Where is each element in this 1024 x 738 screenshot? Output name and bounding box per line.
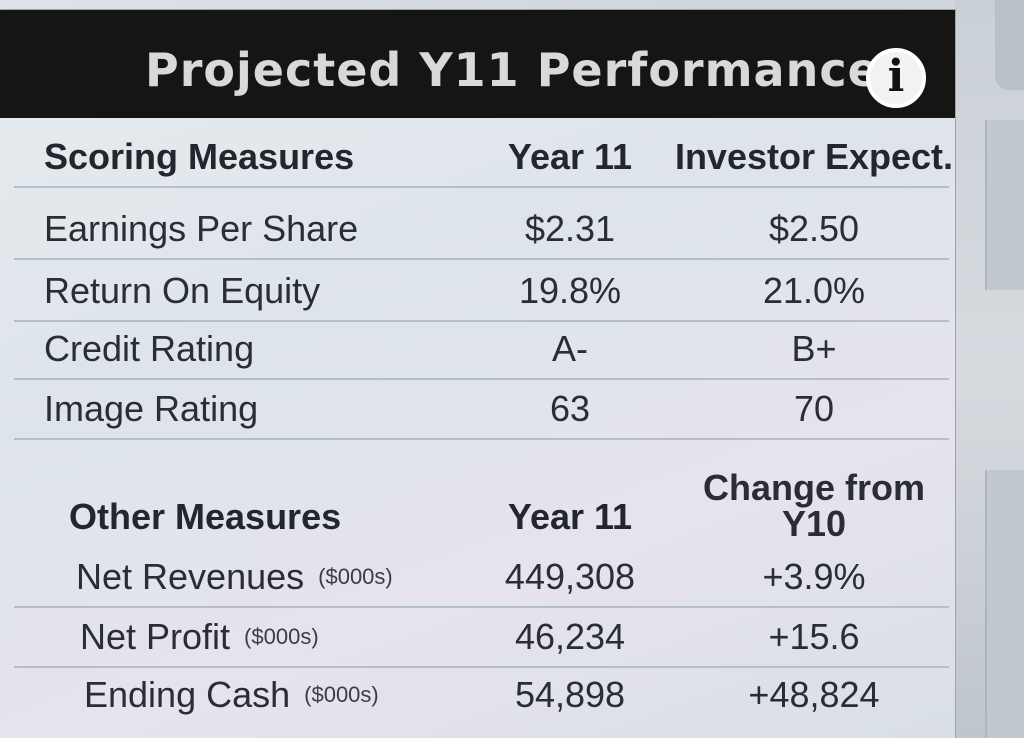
performance-panel xyxy=(0,10,955,738)
side-tab[interactable] xyxy=(995,0,1024,90)
table-row: Net Revenues ($000s) 449,308 +3.9% xyxy=(14,548,949,608)
year-value: 46,234 xyxy=(514,616,626,657)
table-row: Earnings Per Share $2.31 $2.50 xyxy=(14,200,949,260)
unit-label: ($000s) xyxy=(304,682,379,707)
change-heading-line2: Y10 xyxy=(781,503,847,544)
unit-label: ($000s) xyxy=(318,564,393,589)
measure-label: Ending Cash ($000s) xyxy=(84,666,379,724)
year-column-heading: Year 11 xyxy=(507,496,633,537)
measure-label: Earnings Per Share xyxy=(44,208,359,249)
info-icon: ⅰ xyxy=(887,51,905,102)
expect-value: $2.50 xyxy=(768,208,860,249)
table-row: Ending Cash ($000s) 54,898 +48,824 xyxy=(14,666,949,724)
year-value: 54,898 xyxy=(514,674,626,715)
other-measures-heading: Other Measures xyxy=(69,496,342,537)
measure-name: Net Revenues xyxy=(76,556,305,597)
scoring-measures-heading: Scoring Measures xyxy=(44,136,355,177)
change-column-heading: Change from Y10 xyxy=(664,468,964,544)
year-value: 19.8% xyxy=(518,270,622,311)
side-panel-edge xyxy=(985,120,1024,290)
measure-label: Credit Rating xyxy=(44,328,255,369)
table-row: Image Rating 63 70 xyxy=(14,380,949,440)
change-value: +3.9% xyxy=(762,556,866,597)
expect-value: 21.0% xyxy=(762,270,866,311)
unit-label: ($000s) xyxy=(244,624,319,649)
side-panel-edge xyxy=(985,470,1024,738)
measure-name: Ending Cash xyxy=(84,674,291,715)
change-heading-line1: Change from xyxy=(702,467,925,508)
measure-label: Image Rating xyxy=(44,388,259,429)
other-header-row: Other Measures Year 11 Change from Y10 xyxy=(14,468,949,554)
change-value: +48,824 xyxy=(748,674,880,715)
table-row: Credit Rating A- B+ xyxy=(14,320,949,380)
year-value: A- xyxy=(552,328,588,369)
year-value: 63 xyxy=(549,388,591,429)
measure-label: Net Revenues ($000s) xyxy=(76,548,393,606)
measure-label: Return On Equity xyxy=(44,270,321,311)
expect-value: B+ xyxy=(791,328,837,369)
info-button[interactable]: ⅰ xyxy=(866,48,926,108)
measure-label: Net Profit ($000s) xyxy=(80,608,319,666)
investor-expect-heading: Investor Expect. xyxy=(674,136,954,177)
panel-title: Projected Y11 Performance xyxy=(145,43,880,97)
year-column-heading: Year 11 xyxy=(507,136,633,177)
change-value: +15.6 xyxy=(768,616,860,657)
table-row: Net Profit ($000s) 46,234 +15.6 xyxy=(14,608,949,668)
scoring-header-row: Scoring Measures Year 11 Investor Expect… xyxy=(14,128,953,188)
panel-header: Projected Y11 Performance ⅰ xyxy=(0,10,955,118)
measure-name: Net Profit xyxy=(80,616,231,657)
year-value: $2.31 xyxy=(524,208,616,249)
year-value: 449,308 xyxy=(504,556,636,597)
expect-value: 70 xyxy=(793,388,835,429)
table-row: Return On Equity 19.8% 21.0% xyxy=(14,262,949,322)
